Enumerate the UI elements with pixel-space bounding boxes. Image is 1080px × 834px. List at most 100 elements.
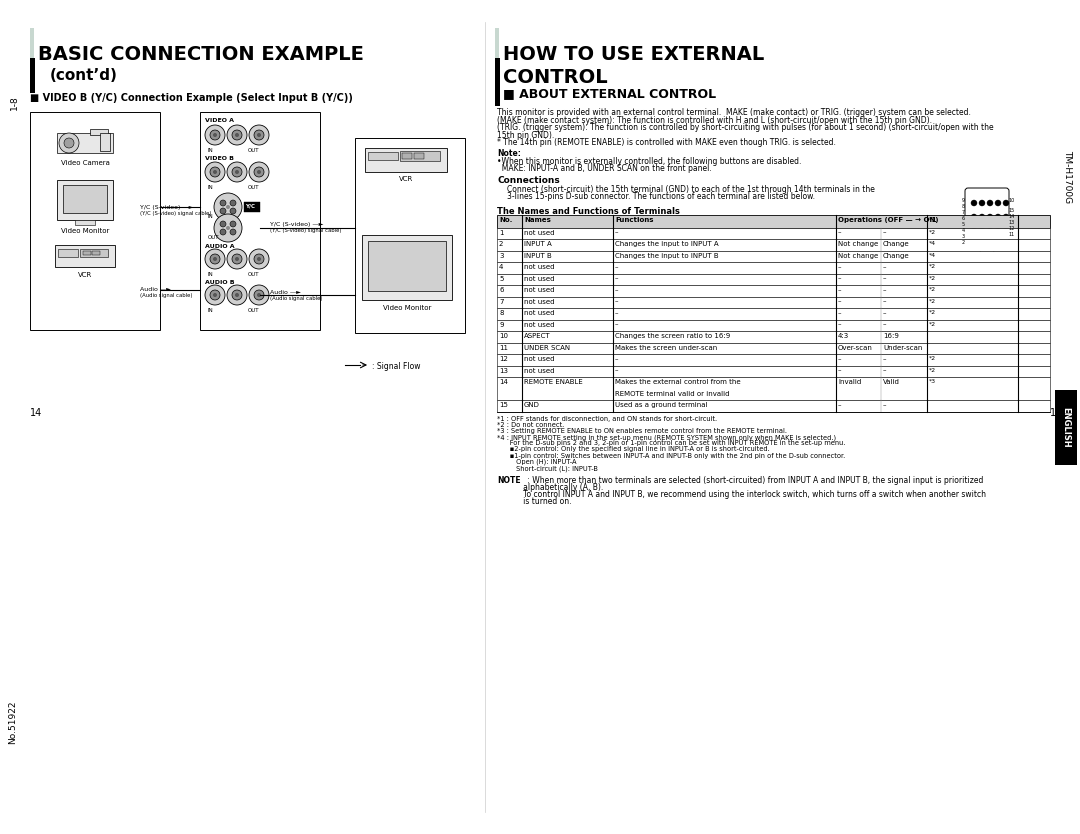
Bar: [244, 202, 260, 212]
Text: 8: 8: [499, 310, 503, 316]
Bar: [92, 251, 100, 255]
Circle shape: [235, 293, 239, 297]
Text: Y/C (S-video) —►: Y/C (S-video) —►: [270, 222, 323, 227]
Text: Video Monitor: Video Monitor: [382, 305, 431, 311]
Circle shape: [995, 228, 1001, 234]
Text: Changes the screen ratio to 16:9: Changes the screen ratio to 16:9: [615, 333, 730, 339]
Text: 2: 2: [499, 241, 503, 247]
Text: OUT: OUT: [248, 148, 259, 153]
Text: IN: IN: [208, 185, 214, 190]
Text: To control INPUT A and INPUT B, we recommend using the interlock switch, which t: To control INPUT A and INPUT B, we recom…: [497, 490, 986, 500]
Text: MAKE: INPUT-A and B, UNDER SCAN on the front panel.: MAKE: INPUT-A and B, UNDER SCAN on the f…: [497, 163, 712, 173]
Text: ▪2-pin control: Only the specified signal line in INPUT-A or B is short-circuite: ▪2-pin control: Only the specified signa…: [497, 446, 770, 453]
Bar: [362, 235, 453, 300]
Text: For the D-sub pins 2 and 3, 2-pin or 1-pin control can be set with INPUT REMOTE : For the D-sub pins 2 and 3, 2-pin or 1-p…: [497, 440, 846, 446]
Bar: [497, 214, 1050, 228]
Text: –: –: [883, 229, 887, 235]
Text: ■ ABOUT EXTERNAL CONTROL: ■ ABOUT EXTERNAL CONTROL: [503, 87, 716, 100]
Text: Over-scan: Over-scan: [838, 344, 873, 350]
Text: 10: 10: [499, 333, 508, 339]
Text: not used: not used: [524, 264, 554, 270]
Bar: [75, 220, 95, 225]
Circle shape: [230, 229, 237, 235]
Text: Note:: Note:: [497, 148, 521, 158]
Bar: [365, 148, 447, 172]
Circle shape: [1003, 200, 1009, 206]
Bar: [368, 241, 446, 291]
Text: : When more than two terminals are selected (short-circuited) from INPUT A and I: : When more than two terminals are selec…: [525, 476, 984, 485]
Text: not used: not used: [524, 356, 554, 362]
Text: UNDER SCAN: UNDER SCAN: [524, 344, 570, 350]
Text: *2: *2: [929, 264, 936, 269]
Text: INPUT A: INPUT A: [524, 241, 552, 247]
Text: : Signal Flow: : Signal Flow: [372, 362, 420, 371]
Text: *2: *2: [929, 287, 936, 292]
Circle shape: [987, 200, 993, 206]
Text: –: –: [838, 368, 841, 374]
Circle shape: [205, 125, 225, 145]
Text: NOTE: NOTE: [497, 476, 521, 485]
Text: (Audio signal cable): (Audio signal cable): [140, 293, 192, 298]
Bar: [368, 152, 399, 160]
Text: 2: 2: [962, 240, 966, 245]
Text: –: –: [838, 299, 841, 304]
Bar: [497, 365, 1050, 377]
Text: Names: Names: [524, 217, 551, 223]
Text: 13: 13: [1008, 220, 1014, 225]
Text: Video Monitor: Video Monitor: [60, 228, 109, 234]
Bar: [497, 377, 1050, 400]
Text: –: –: [615, 310, 619, 316]
Circle shape: [978, 200, 985, 206]
Text: 12: 12: [1008, 226, 1014, 231]
Text: (MAKE (make contact system): The function is controlled with H and L (short-circ: (MAKE (make contact system): The functio…: [497, 115, 932, 124]
Circle shape: [213, 133, 217, 137]
Text: Y/C: Y/C: [245, 203, 255, 208]
Circle shape: [995, 200, 1001, 206]
Bar: [497, 239, 1050, 250]
Bar: [497, 354, 1050, 365]
Circle shape: [995, 214, 1001, 220]
Text: 6: 6: [962, 216, 966, 221]
Text: –: –: [883, 310, 887, 316]
Bar: [57, 133, 113, 153]
Bar: [495, 58, 500, 96]
Text: 3-lines 15-pins D-sub connector. The functions of each terminal are listed below: 3-lines 15-pins D-sub connector. The fun…: [507, 192, 815, 200]
Text: 7: 7: [962, 210, 966, 215]
Text: –: –: [615, 368, 619, 374]
Text: IN: IN: [208, 308, 214, 313]
Circle shape: [226, 226, 230, 230]
Text: 7: 7: [499, 299, 503, 304]
Bar: [55, 245, 114, 267]
Text: *2: *2: [929, 299, 936, 304]
Text: Changes the input to INPUT A: Changes the input to INPUT A: [615, 241, 718, 247]
Bar: [402, 153, 411, 159]
Text: –: –: [838, 287, 841, 293]
Text: –: –: [615, 264, 619, 270]
Circle shape: [210, 254, 220, 264]
Text: 12: 12: [499, 356, 508, 362]
Text: (Y/C (S-video) signal cable): (Y/C (S-video) signal cable): [140, 211, 212, 216]
Text: OUT: OUT: [248, 272, 259, 277]
Circle shape: [254, 130, 264, 140]
Text: 14: 14: [499, 379, 508, 385]
Text: –: –: [838, 321, 841, 328]
Text: Video Camera: Video Camera: [60, 160, 109, 166]
Circle shape: [257, 257, 261, 261]
Bar: [200, 112, 320, 330]
Text: –: –: [838, 229, 841, 235]
Bar: [497, 262, 1050, 274]
Text: IN: IN: [208, 148, 214, 153]
Circle shape: [205, 162, 225, 182]
Text: 15: 15: [499, 402, 508, 408]
Text: –: –: [883, 299, 887, 304]
Circle shape: [254, 290, 264, 300]
Text: –: –: [838, 264, 841, 270]
Text: Open (H): INPUT-A: Open (H): INPUT-A: [497, 459, 577, 465]
Text: VCR: VCR: [399, 176, 414, 182]
Circle shape: [205, 285, 225, 305]
Circle shape: [971, 214, 977, 220]
Bar: [497, 343, 1050, 354]
Text: *3 : Setting REMOTE ENABLE to ON enables remote control from the REMOTE terminal: *3 : Setting REMOTE ENABLE to ON enables…: [497, 428, 787, 434]
Bar: [100, 133, 110, 151]
Bar: [83, 251, 91, 255]
